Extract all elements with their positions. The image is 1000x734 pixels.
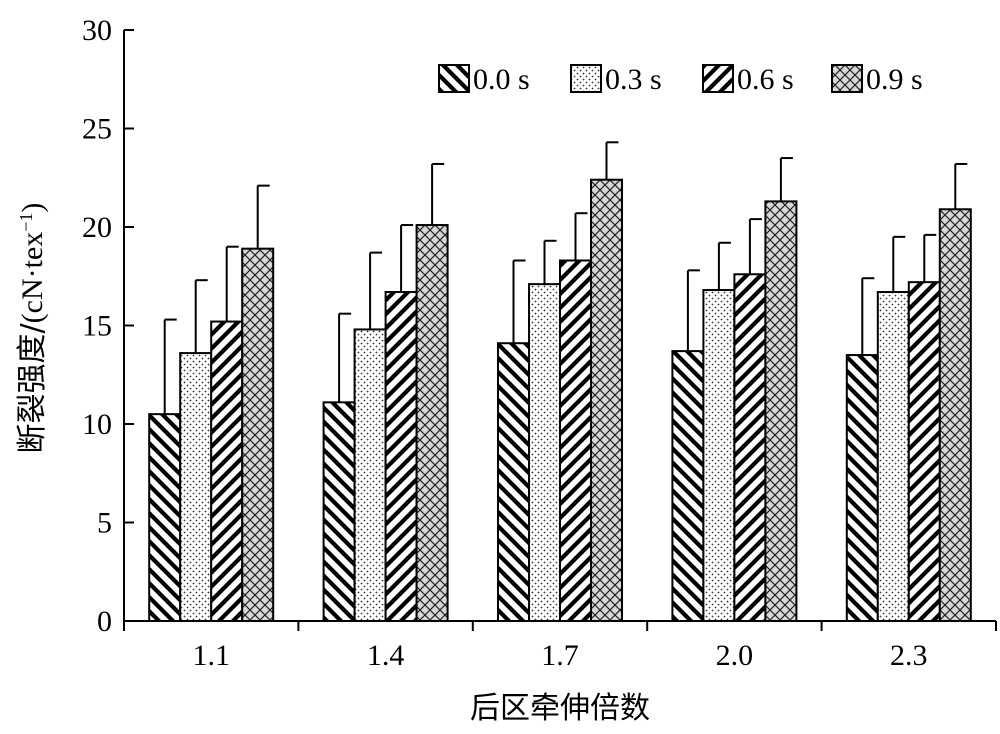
bar xyxy=(322,401,356,622)
y-axis-unit: (cN·tex xyxy=(16,232,49,324)
bar xyxy=(876,291,910,622)
legend-swatch xyxy=(702,64,734,93)
bar xyxy=(559,259,592,622)
bar xyxy=(764,200,798,622)
bar xyxy=(241,247,275,622)
y-tick-label: 0 xyxy=(97,605,112,638)
y-tick-label: 20 xyxy=(82,211,112,244)
legend: 0.0 s 0.3 s 0.6 s 0.9 s xyxy=(438,63,923,96)
y-tick-label: 15 xyxy=(82,310,112,343)
legend-label: 0.6 s xyxy=(737,63,794,96)
legend-swatch xyxy=(570,64,602,93)
y-axis-title: 断裂强度/(cN·tex−1) xyxy=(15,203,50,454)
bar xyxy=(353,328,387,622)
y-tick-label: 30 xyxy=(82,14,112,47)
legend-swatch xyxy=(438,64,470,93)
x-axis-title: 后区牵伸倍数 xyxy=(470,691,650,726)
bar xyxy=(845,354,879,622)
bar xyxy=(733,273,767,622)
bar xyxy=(384,291,418,622)
bar xyxy=(415,224,449,622)
bar xyxy=(907,281,941,622)
x-tick-label: 2.3 xyxy=(890,639,928,672)
x-tick-label: 2.0 xyxy=(716,639,754,672)
bars xyxy=(148,141,972,623)
x-tick-label: 1.7 xyxy=(541,639,579,672)
y-tick-label: 10 xyxy=(82,408,112,441)
bar xyxy=(210,320,244,622)
legend-label: 0.0 s xyxy=(473,63,530,96)
bar xyxy=(528,283,561,622)
axes: 0 5 10 15 20 25 30 1.1 1.4 1.7 2.0 2.3 xyxy=(82,14,997,672)
y-axis-unit-close: ) xyxy=(16,203,49,213)
bar xyxy=(148,413,182,622)
legend-label: 0.3 s xyxy=(605,63,662,96)
bar xyxy=(671,350,705,622)
x-tick-label: 1.4 xyxy=(367,639,405,672)
bar xyxy=(497,342,530,622)
legend-label: 0.9 s xyxy=(866,63,923,96)
bar xyxy=(590,178,623,622)
y-axis-unit-superscript: −1 xyxy=(16,213,36,232)
bar xyxy=(702,289,736,622)
bar xyxy=(179,352,213,622)
y-tick-label: 5 xyxy=(97,507,112,540)
legend-swatch xyxy=(831,64,863,93)
x-tick-label: 1.1 xyxy=(192,639,230,672)
bar xyxy=(938,208,972,623)
y-tick-label: 25 xyxy=(82,113,112,146)
